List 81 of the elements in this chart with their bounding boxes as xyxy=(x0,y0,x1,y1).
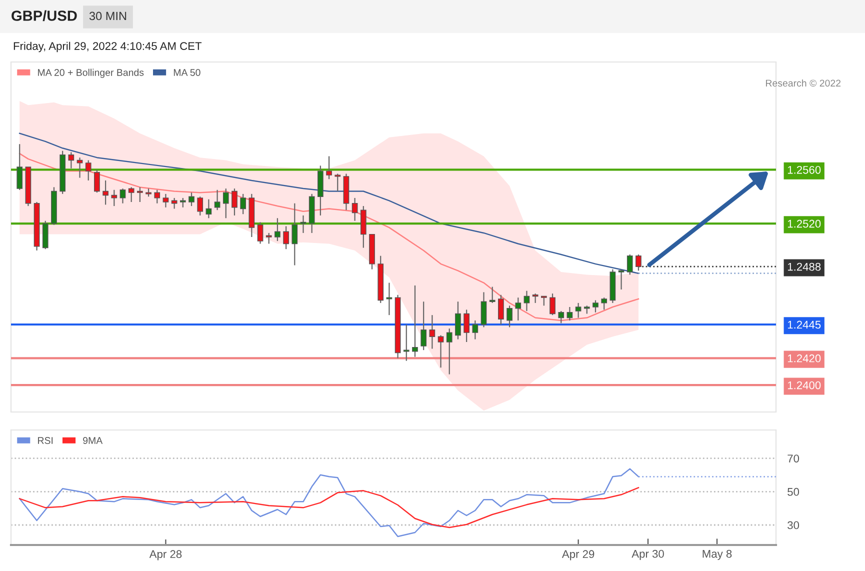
candlestick xyxy=(240,193,246,215)
candlestick xyxy=(464,309,470,343)
y-tick-label: 70 xyxy=(788,454,800,462)
candlestick xyxy=(257,222,264,244)
candlestick xyxy=(197,196,204,216)
y-tick-label: 1.2420 xyxy=(788,354,821,362)
candlestick xyxy=(76,157,83,178)
candlestick xyxy=(455,301,461,340)
candlestick xyxy=(566,306,573,322)
candlestick xyxy=(386,282,392,316)
line-series xyxy=(18,487,640,528)
line-series xyxy=(18,132,640,274)
candlestick xyxy=(532,292,538,304)
y-tick-label: 1.2400 xyxy=(788,381,821,390)
candlestick xyxy=(352,197,358,222)
candlestick xyxy=(524,290,530,312)
legend-label: MA 50 xyxy=(174,69,200,76)
candlestick xyxy=(575,302,582,318)
legend-label: 9MA xyxy=(83,437,103,444)
chart-subtitle: 30 MIN xyxy=(89,12,126,20)
text: Friday, April 29, 2022 4:10:45 AM CET xyxy=(14,42,202,52)
y-tick-label: 1.2520 xyxy=(788,220,821,228)
candlestick xyxy=(626,254,633,276)
candlestick xyxy=(412,284,418,358)
candlestick xyxy=(326,156,332,180)
candlestick xyxy=(274,218,280,242)
candlestick xyxy=(266,232,272,244)
candlestick xyxy=(232,188,238,216)
y-tick-label: 1.2488 xyxy=(788,262,821,271)
candlestick xyxy=(472,320,478,340)
candlestick xyxy=(498,294,504,326)
line-series xyxy=(18,152,640,322)
candlestick xyxy=(438,334,444,368)
candlestick xyxy=(16,144,23,190)
candlestick xyxy=(334,173,341,192)
y-tick-label: 30 xyxy=(788,521,800,530)
candlestick xyxy=(403,324,410,362)
candlestick xyxy=(506,305,512,328)
chart-title: GBP/USD xyxy=(12,10,77,22)
candlestick xyxy=(154,189,160,204)
candlestick xyxy=(480,292,487,328)
x-tick-label: Apr 29 xyxy=(562,550,594,560)
annotation: Research © 2022 xyxy=(766,79,841,87)
candlestick xyxy=(137,186,143,203)
candlestick xyxy=(94,169,100,194)
candlestick xyxy=(162,193,169,208)
candlestick xyxy=(206,198,212,219)
candlestick xyxy=(300,214,306,234)
candlestick xyxy=(601,297,608,310)
y-tick-label: 1.2445 xyxy=(788,320,821,329)
y-tick-label: 1.2560 xyxy=(788,166,821,174)
candlestick xyxy=(515,297,522,322)
candlestick xyxy=(120,188,126,204)
text: Apr 30 xyxy=(632,550,664,560)
candlestick xyxy=(489,286,496,304)
candlestick xyxy=(102,180,108,206)
candlestick xyxy=(636,254,642,272)
candlestick xyxy=(188,192,194,207)
candlestick xyxy=(429,314,436,350)
candlestick xyxy=(446,328,452,375)
candlestick xyxy=(592,300,598,313)
candlestick xyxy=(111,189,118,207)
candlestick xyxy=(420,301,427,351)
candlestick xyxy=(558,310,564,324)
candlestick xyxy=(540,296,547,306)
legend-label: MA 20 + Bollinger Bands xyxy=(38,68,144,78)
candlestick xyxy=(283,226,289,250)
line-series xyxy=(18,468,640,538)
candlestick xyxy=(222,188,229,219)
candlestick xyxy=(292,202,298,266)
candlestick xyxy=(550,292,556,316)
legend-label: RSI xyxy=(38,437,53,444)
candlestick xyxy=(68,152,74,169)
x-tick-label: Apr 28 xyxy=(149,550,182,560)
candlestick xyxy=(85,160,92,182)
candlestick xyxy=(618,268,624,290)
y-tick-label: 50 xyxy=(788,488,800,496)
candlestick xyxy=(128,186,134,203)
text: May 8 xyxy=(702,550,732,560)
candlestick xyxy=(214,189,220,211)
candlestick xyxy=(180,197,186,208)
